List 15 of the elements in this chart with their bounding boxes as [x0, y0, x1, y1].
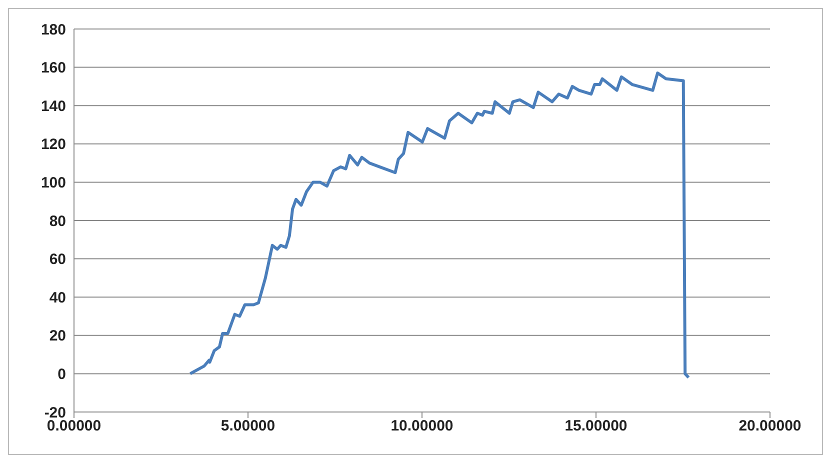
y-tick-label: 100 — [40, 174, 66, 192]
y-tick-label: 80 — [49, 212, 66, 230]
y-tick-label: 40 — [49, 289, 66, 306]
y-tick-label: 140 — [40, 98, 66, 115]
y-tick-label: 160 — [40, 60, 66, 77]
line-series — [188, 72, 690, 380]
y-tick-label: 60 — [49, 251, 66, 268]
x-tick-label: 20.00000 — [738, 418, 802, 435]
y-tick-label: 20 — [49, 328, 66, 345]
y-tick-label: 180 — [40, 21, 66, 38]
x-tick-label: 15.00000 — [564, 418, 628, 435]
x-tick-label: 10.00000 — [390, 418, 454, 435]
y-tick-label: 120 — [40, 136, 66, 154]
x-tick-label: 5.00000 — [220, 418, 276, 435]
y-tick-label: 0 — [58, 366, 66, 384]
